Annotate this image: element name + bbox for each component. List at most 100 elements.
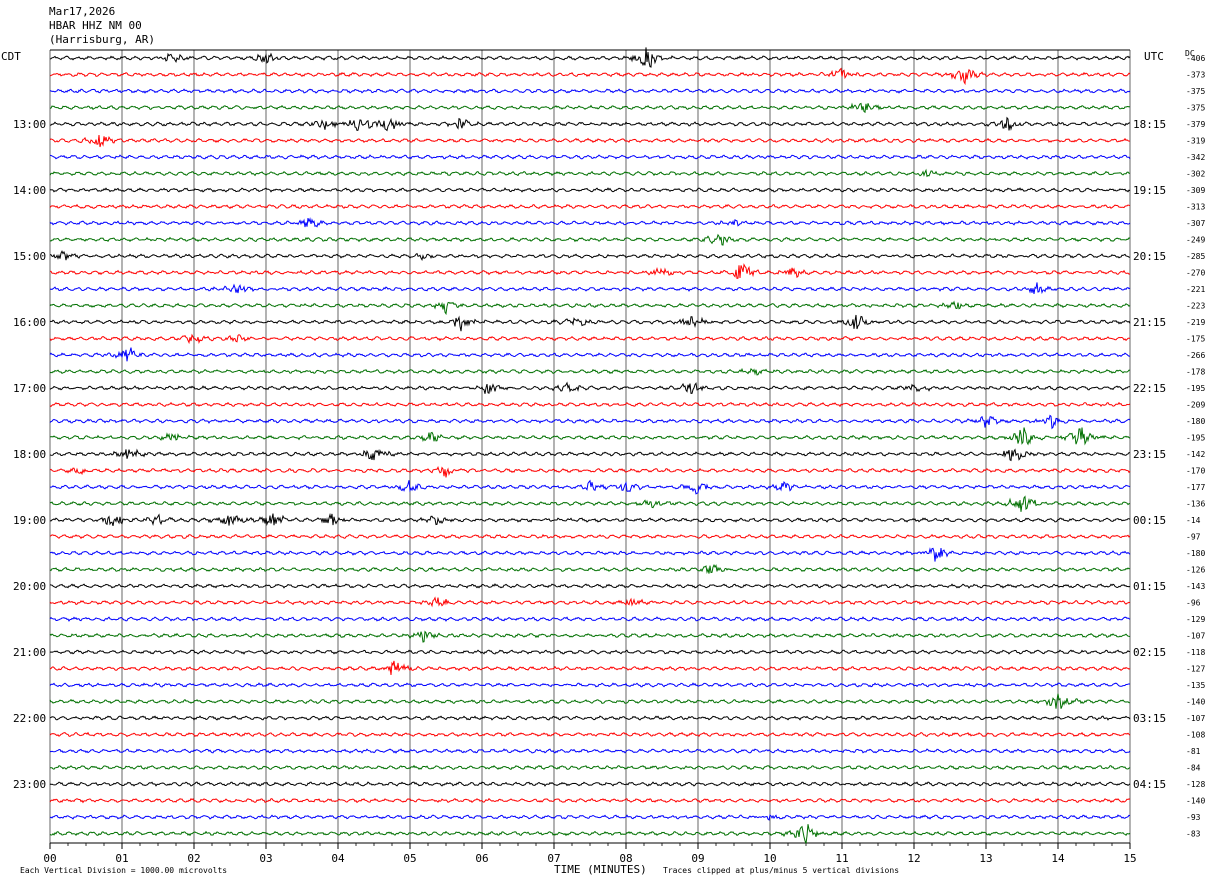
x-tick-label: 11 bbox=[835, 852, 848, 865]
seismic-trace-row bbox=[49, 88, 1131, 94]
seismic-trace-row bbox=[49, 596, 1131, 608]
seismic-trace-row bbox=[49, 512, 1131, 527]
seismic-trace-row bbox=[49, 781, 1131, 787]
dc-offset-label: -270 bbox=[1186, 269, 1205, 278]
x-tick-label: 14 bbox=[1051, 852, 1065, 865]
left-hour-label: 22:00 bbox=[13, 712, 46, 725]
dc-offset-label: -195 bbox=[1186, 384, 1205, 393]
seismic-trace-row bbox=[49, 401, 1131, 408]
seismic-trace-row bbox=[49, 448, 1131, 462]
dc-offset-label: -14 bbox=[1186, 516, 1201, 525]
dc-offset-label: -93 bbox=[1186, 813, 1201, 822]
seismic-trace-row bbox=[49, 381, 1131, 394]
right-hour-label: 03:15 bbox=[1133, 712, 1166, 725]
location-label: (Harrisburg, AR) bbox=[49, 33, 155, 46]
right-hour-label: 02:15 bbox=[1133, 646, 1166, 659]
dc-offset-label: -249 bbox=[1186, 236, 1205, 245]
x-tick-label: 08 bbox=[619, 852, 632, 865]
right-hour-label: 01:15 bbox=[1133, 580, 1166, 593]
seismic-trace-row bbox=[49, 263, 1131, 279]
x-tick-label: 09 bbox=[691, 852, 704, 865]
seismic-trace-row bbox=[50, 250, 1131, 261]
seismic-trace-row bbox=[49, 583, 1131, 589]
dc-offset-label: -126 bbox=[1186, 566, 1205, 575]
seismic-trace-row bbox=[49, 300, 1131, 316]
seismic-trace-row bbox=[49, 282, 1131, 295]
left-hour-label: 21:00 bbox=[13, 646, 46, 659]
dc-offset-label: -375 bbox=[1186, 87, 1205, 96]
seismic-trace-row bbox=[49, 533, 1131, 540]
x-tick-label: 15 bbox=[1123, 852, 1136, 865]
dc-offset-label: -175 bbox=[1186, 335, 1205, 344]
seismic-trace-row bbox=[49, 630, 1131, 643]
right-timezone-label: UTC bbox=[1144, 50, 1164, 63]
dc-offset-label: -84 bbox=[1186, 764, 1201, 773]
right-hour-label: 23:15 bbox=[1133, 448, 1166, 461]
dc-offset-label: -309 bbox=[1186, 186, 1205, 195]
x-tick-label: 05 bbox=[403, 852, 416, 865]
seismic-trace-row bbox=[49, 67, 1131, 86]
dc-offset-label: -178 bbox=[1186, 368, 1205, 377]
dc-offset-label: -375 bbox=[1186, 104, 1205, 113]
x-tick-label: 04 bbox=[331, 852, 345, 865]
x-tick-label: 10 bbox=[763, 852, 776, 865]
x-tick-label: 01 bbox=[115, 852, 128, 865]
seismic-trace-row bbox=[49, 367, 1131, 376]
dc-offset-label: -140 bbox=[1186, 698, 1205, 707]
seismic-trace-row bbox=[49, 495, 1131, 512]
dc-offset-label: -96 bbox=[1186, 599, 1201, 608]
dc-offset-label: -180 bbox=[1186, 549, 1205, 558]
seismic-trace-row bbox=[49, 764, 1131, 771]
x-tick-label: 13 bbox=[979, 852, 992, 865]
left-timezone-label: CDT bbox=[1, 50, 21, 63]
dc-offset-label: -209 bbox=[1186, 401, 1205, 410]
dc-offset-label: -313 bbox=[1186, 203, 1205, 212]
dc-offset-label: -118 bbox=[1186, 648, 1205, 657]
dc-offset-label: -107 bbox=[1186, 714, 1205, 723]
left-hour-label: 23:00 bbox=[13, 778, 46, 791]
x-axis-label: TIME (MINUTES) bbox=[554, 863, 647, 876]
scale-note: Each Vertical Division = 1000.00 microvo… bbox=[20, 866, 228, 875]
left-hour-label: 16:00 bbox=[13, 316, 46, 329]
right-hour-label: 18:15 bbox=[1133, 118, 1166, 131]
seismic-trace-row bbox=[49, 414, 1131, 430]
dc-offset-label: -143 bbox=[1186, 582, 1205, 591]
seismic-trace-row bbox=[49, 731, 1131, 738]
dc-offset-label: -140 bbox=[1186, 797, 1205, 806]
dc-offset-label: -81 bbox=[1186, 747, 1201, 756]
x-tick-label: 03 bbox=[259, 852, 272, 865]
dc-offset-label: -373 bbox=[1186, 71, 1205, 80]
left-hour-label: 14:00 bbox=[13, 184, 46, 197]
seismic-trace-row bbox=[49, 314, 1131, 332]
seismic-trace-row bbox=[49, 479, 1131, 495]
right-hour-label: 04:15 bbox=[1133, 778, 1166, 791]
dc-offset-label: -221 bbox=[1186, 285, 1205, 294]
seismic-trace-row bbox=[49, 748, 1131, 754]
left-hour-label: 15:00 bbox=[13, 250, 46, 263]
right-hour-label: 19:15 bbox=[1133, 184, 1166, 197]
right-hour-label: 00:15 bbox=[1133, 514, 1166, 527]
seismic-trace-row bbox=[49, 465, 1131, 478]
dc-offset-label: -180 bbox=[1186, 417, 1205, 426]
dc-offset-label: -128 bbox=[1186, 780, 1205, 789]
seismic-trace-row bbox=[49, 168, 1130, 178]
x-tick-label: 02 bbox=[187, 852, 200, 865]
seismic-trace-row bbox=[49, 824, 1131, 844]
dc-offset-label: -195 bbox=[1186, 434, 1205, 443]
dc-offset-label: -302 bbox=[1186, 170, 1205, 179]
right-hour-label: 21:15 bbox=[1133, 316, 1166, 329]
left-hour-label: 19:00 bbox=[13, 514, 46, 527]
seismic-trace-row bbox=[49, 547, 1131, 562]
dc-offset-label: -285 bbox=[1186, 252, 1205, 261]
seismic-trace-row bbox=[49, 660, 1131, 675]
x-tick-label: 12 bbox=[907, 852, 920, 865]
seismic-trace-row bbox=[49, 217, 1131, 228]
seismic-trace-row bbox=[49, 797, 1131, 804]
seismic-trace-row bbox=[49, 814, 1131, 821]
seismic-trace-row bbox=[49, 47, 1131, 68]
seismic-trace-row bbox=[49, 154, 1131, 160]
seismic-trace-row bbox=[49, 649, 1131, 655]
dc-offset-label: -129 bbox=[1186, 615, 1205, 624]
seismic-trace-row bbox=[49, 333, 1131, 345]
